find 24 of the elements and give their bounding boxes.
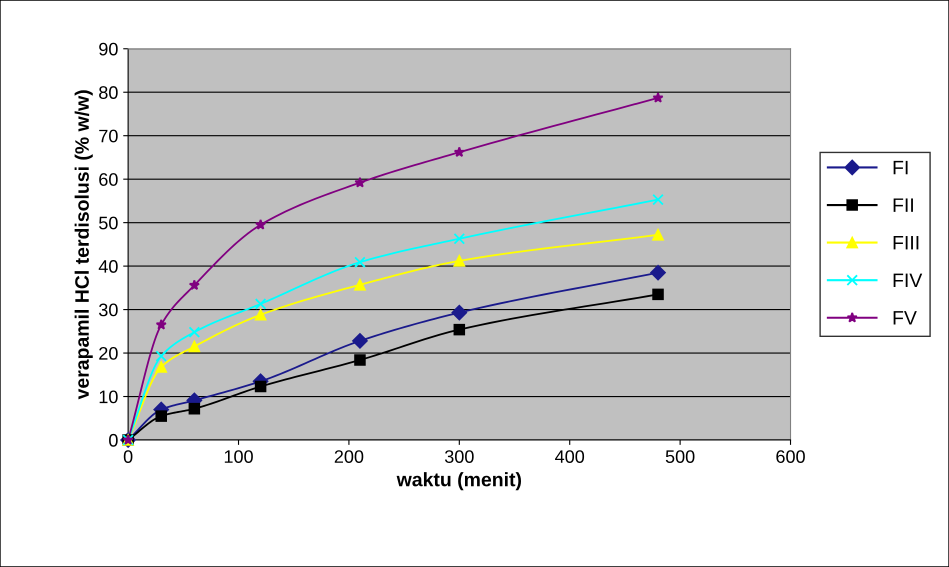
y-tick-label: 90 — [99, 42, 118, 56]
y-tick-label: 10 — [100, 390, 118, 404]
legend-label: FIII — [894, 236, 918, 250]
y-tick-label: 80 — [99, 86, 118, 99]
x-tick-label: 300 — [444, 450, 474, 463]
x-tick-label: 600 — [776, 450, 805, 463]
x-tick-label: 100 — [224, 450, 253, 463]
y-tick-label: 40 — [98, 260, 118, 273]
y-axis-title: verapamil HCl terdisolusi (% w/w) — [74, 90, 93, 400]
y-tick-label: 30 — [99, 304, 118, 316]
x-tick-label: 500 — [666, 450, 694, 463]
y-tick-label: 20 — [99, 346, 118, 360]
x-tick-label: 200 — [334, 450, 364, 463]
x-tick-label: 400 — [555, 450, 584, 463]
legend-label: FI — [894, 160, 908, 174]
y-tick-label: 70 — [99, 130, 118, 142]
y-tick-label: 50 — [99, 216, 118, 230]
x-tick-label: 0 — [124, 450, 132, 463]
x-axis-title: waktu (menit) — [396, 472, 522, 490]
y-tick-label: 0 — [109, 434, 118, 447]
legend-label: FV — [894, 311, 917, 325]
legend-label: FII — [894, 198, 913, 212]
y-tick-label: 60 — [99, 173, 118, 186]
legend-label: FIV — [894, 274, 922, 287]
